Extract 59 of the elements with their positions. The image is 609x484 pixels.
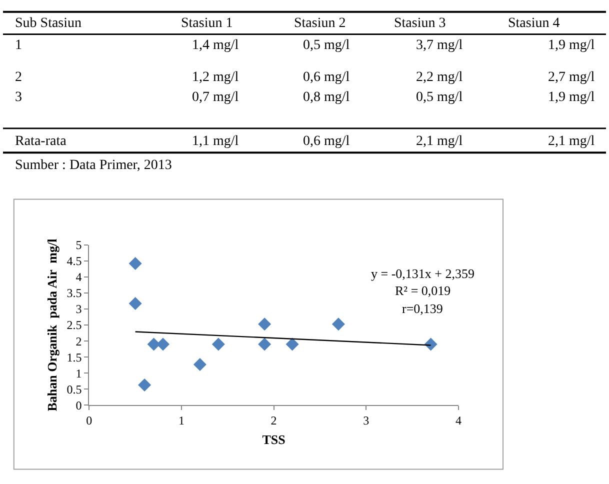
point bbox=[128, 257, 142, 270]
point bbox=[193, 358, 206, 371]
x-tick-label: 0 bbox=[86, 414, 92, 428]
category-label: Stasiun 2 bbox=[294, 16, 346, 31]
x-axis-title: TSS bbox=[262, 432, 286, 448]
y-tick-label: 4.5 bbox=[66, 254, 82, 268]
annotation: r=0,139 bbox=[402, 301, 443, 316]
category-label: Stasiun 1 bbox=[181, 16, 233, 31]
annotation: y = -0,131x + 2,359 bbox=[371, 266, 474, 281]
text: 1,1 mg/l bbox=[192, 134, 239, 149]
text: 2,7 mg/l bbox=[548, 70, 595, 85]
y-tick-label: 0.5 bbox=[66, 382, 82, 396]
text: Sumber : Data Primer, 2013 bbox=[15, 158, 172, 173]
annotation: R² = 0,019 bbox=[395, 283, 451, 298]
point bbox=[212, 338, 225, 351]
category-label: Stasiun 3 bbox=[394, 16, 446, 31]
text: 2,2 mg/l bbox=[416, 70, 463, 85]
point bbox=[286, 338, 299, 351]
text: 0,7 mg/l bbox=[192, 90, 239, 105]
text: 0,6 mg/l bbox=[303, 134, 350, 149]
y-tick-label: 1 bbox=[76, 366, 82, 380]
text: 3,7 mg/l bbox=[416, 38, 463, 53]
text: 0,8 mg/l bbox=[303, 90, 350, 105]
text: 1,9 mg/l bbox=[548, 38, 595, 53]
text: 2,1 mg/l bbox=[548, 134, 595, 149]
text: Rata-rata bbox=[15, 134, 68, 149]
y-tick-label: 3 bbox=[76, 302, 82, 316]
y-axis-title: Bahan Organik pada Air mg/l bbox=[44, 238, 60, 412]
y-tick-label: 2 bbox=[76, 334, 82, 348]
point bbox=[147, 338, 160, 351]
text: 1 bbox=[15, 38, 22, 53]
point bbox=[258, 338, 272, 351]
y-tick-label: 1.5 bbox=[66, 350, 82, 364]
text: 1,2 mg/l bbox=[192, 70, 239, 85]
x-tick-label: 1 bbox=[178, 414, 184, 428]
category-label: Sub Stasiun bbox=[15, 16, 82, 31]
y-tick-label: 3.5 bbox=[66, 286, 82, 300]
category-label: Stasiun 4 bbox=[508, 16, 560, 31]
x-tick-label: 3 bbox=[363, 414, 370, 428]
point bbox=[332, 318, 345, 331]
text: 2 bbox=[15, 70, 22, 85]
text: 2,1 mg/l bbox=[416, 134, 463, 149]
text: 1,9 mg/l bbox=[548, 90, 595, 105]
text: 1,4 mg/l bbox=[192, 38, 239, 53]
y-tick-label: 4 bbox=[76, 270, 82, 284]
text: 0,6 mg/l bbox=[303, 70, 350, 85]
point bbox=[258, 318, 272, 331]
y-tick-label: 2.5 bbox=[66, 318, 82, 332]
x-tick-label: 2 bbox=[270, 414, 277, 428]
point bbox=[128, 297, 142, 310]
text: 0,5 mg/l bbox=[416, 90, 463, 105]
y-tick-label: 5 bbox=[76, 238, 82, 252]
y-tick-label: 0 bbox=[76, 398, 82, 412]
point bbox=[424, 338, 438, 351]
point bbox=[138, 378, 152, 392]
x-tick-label: 4 bbox=[455, 414, 462, 428]
text: 3 bbox=[15, 90, 22, 105]
point bbox=[156, 338, 170, 351]
text: 0,5 mg/l bbox=[303, 38, 350, 53]
